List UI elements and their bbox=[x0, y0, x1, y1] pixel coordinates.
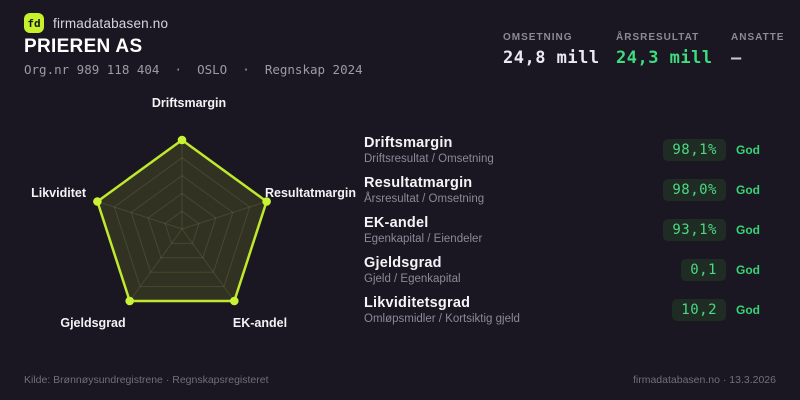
metric-right: 98,1% God bbox=[663, 139, 762, 161]
axis-label-likviditet: Likviditet bbox=[31, 186, 86, 200]
metrics-list: Driftsmargin Driftsresultat / Omsetning … bbox=[364, 130, 762, 330]
radar-chart-svg bbox=[93, 135, 271, 306]
metric-row-ek-andel: EK-andel Egenkapital / Eiendeler 93,1% G… bbox=[364, 210, 762, 250]
stat-value: – bbox=[731, 48, 742, 68]
brand-row: fd firmadatabasen.no bbox=[24, 13, 168, 33]
stat-omsetning: OMSETNING 24,8 mill bbox=[503, 32, 600, 68]
metric-formula: Årsresultat / Omsetning bbox=[364, 193, 485, 205]
metric-text: EK-andel Egenkapital / Eiendeler bbox=[364, 215, 663, 245]
metric-rating-badge: God bbox=[736, 223, 760, 237]
metric-value-pill: 93,1% bbox=[663, 219, 726, 241]
metric-row-gjeldsgrad: Gjeldsgrad Gjeld / Egenkapital 0,1 God bbox=[364, 250, 762, 290]
stat-label: OMSETNING bbox=[503, 32, 573, 43]
metric-rating-badge: God bbox=[736, 263, 760, 277]
radar-chart: Driftsmargin Resultatmargin EK-andel Gje… bbox=[17, 90, 356, 340]
metric-formula: Driftsresultat / Omsetning bbox=[364, 153, 494, 165]
metric-row-resultatmargin: Resultatmargin Årsresultat / Omsetning 9… bbox=[364, 170, 762, 210]
metric-rating-badge: God bbox=[736, 183, 760, 197]
axis-label-driftsmargin: Driftsmargin bbox=[151, 96, 227, 110]
metric-row-likviditetsgrad: Likviditetsgrad Omløpsmidler / Kortsikti… bbox=[364, 290, 762, 330]
metric-name: Gjeldsgrad bbox=[364, 255, 442, 271]
metric-formula: Gjeld / Egenkapital bbox=[364, 273, 461, 285]
axis-label-resultatmargin: Resultatmargin bbox=[265, 186, 356, 200]
fd-logo-icon: fd bbox=[24, 13, 44, 33]
company-meta: Org.nr 989 118 404 · OSLO · Regnskap 202… bbox=[24, 62, 363, 77]
stat-value: 24,3 mill bbox=[616, 48, 713, 68]
metric-name: Driftsmargin bbox=[364, 135, 453, 151]
metric-rating-badge: God bbox=[736, 143, 760, 157]
footer-source: Kilde: Brønnøysundregistrene · Regnskaps… bbox=[24, 374, 269, 386]
company-name: PRIEREN AS bbox=[24, 36, 143, 57]
metric-text: Likviditetsgrad Omløpsmidler / Kortsikti… bbox=[364, 295, 672, 325]
metric-right: 10,2 God bbox=[672, 299, 762, 321]
metric-right: 0,1 God bbox=[681, 259, 762, 281]
metric-right: 98,0% God bbox=[663, 179, 762, 201]
metric-text: Gjeldsgrad Gjeld / Egenkapital bbox=[364, 255, 681, 285]
axis-label-ek-andel: EK-andel bbox=[232, 316, 288, 330]
metric-formula: Omløpsmidler / Kortsiktig gjeld bbox=[364, 313, 520, 325]
metric-value-pill: 10,2 bbox=[672, 299, 726, 321]
axis-label-gjeldsgrad: Gjeldsgrad bbox=[60, 316, 126, 330]
metric-rating-badge: God bbox=[736, 303, 760, 317]
metric-name: EK-andel bbox=[364, 215, 429, 231]
metric-text: Driftsmargin Driftsresultat / Omsetning bbox=[364, 135, 663, 165]
metric-value-pill: 0,1 bbox=[681, 259, 726, 281]
stat-ansatte: ANSATTE – bbox=[731, 32, 784, 68]
metric-right: 93,1% God bbox=[663, 219, 762, 241]
metric-value-pill: 98,1% bbox=[663, 139, 726, 161]
metric-name: Resultatmargin bbox=[364, 175, 473, 191]
metric-name: Likviditetsgrad bbox=[364, 295, 471, 311]
metric-formula: Egenkapital / Eiendeler bbox=[364, 233, 483, 245]
metric-row-driftsmargin: Driftsmargin Driftsresultat / Omsetning … bbox=[364, 130, 762, 170]
stat-value: 24,8 mill bbox=[503, 48, 600, 68]
metric-text: Resultatmargin Årsresultat / Omsetning bbox=[364, 175, 663, 205]
metric-value-pill: 98,0% bbox=[663, 179, 726, 201]
stat-arsresultat: ÅRSRESULTAT 24,3 mill bbox=[616, 32, 713, 68]
stat-label: ÅRSRESULTAT bbox=[616, 32, 700, 43]
footer-site-date[interactable]: firmadatabasen.no · 13.3.2026 bbox=[632, 374, 776, 386]
site-name[interactable]: firmadatabasen.no bbox=[53, 15, 169, 31]
stat-label: ANSATTE bbox=[731, 32, 785, 43]
